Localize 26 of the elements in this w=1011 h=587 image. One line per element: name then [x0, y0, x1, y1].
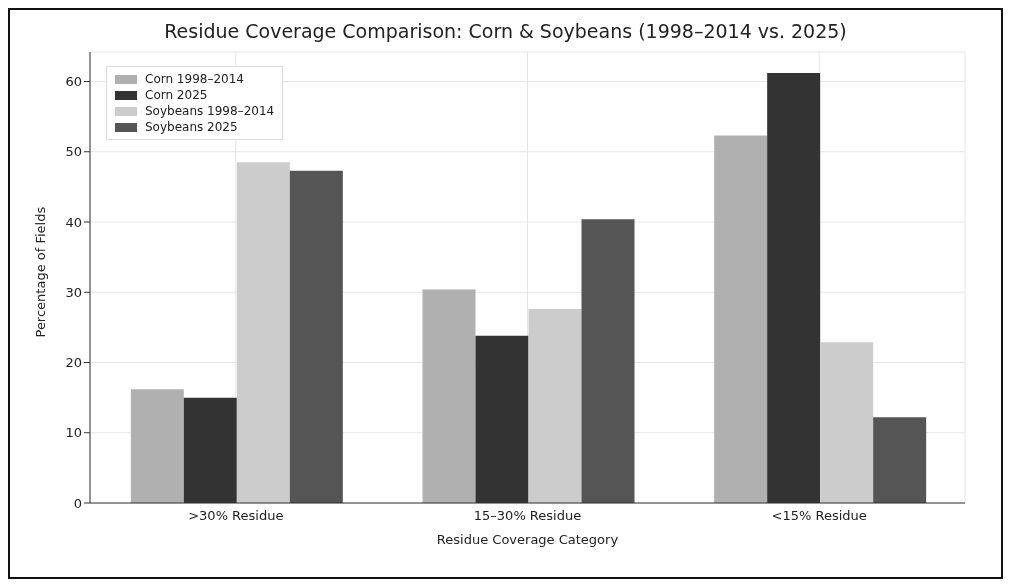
y-tick-label: 60: [65, 74, 82, 90]
bar: [820, 342, 874, 503]
y-tick-label: 0: [73, 495, 82, 511]
y-tick-label: 10: [65, 425, 82, 441]
x-tick-label: <15% Residue: [771, 508, 867, 524]
y-axis-title: Percentage of Fields: [32, 206, 48, 338]
legend-label: Soybeans 1998–2014: [145, 103, 275, 119]
bar: [714, 135, 768, 503]
x-tick-label: >30% Residue: [188, 508, 284, 524]
bar: [236, 162, 290, 503]
bar: [528, 309, 582, 503]
bar: [130, 389, 184, 503]
legend-label: Soybeans 2025: [145, 119, 238, 135]
chart-title: Residue Coverage Comparison: Corn & Soybeans (1998–2014 vs. 2025): [163, 20, 848, 42]
bar: [581, 219, 635, 503]
y-tick-label: 50: [65, 144, 82, 160]
y-tick-label: 40: [65, 214, 82, 230]
legend-label: Corn 1998–2014: [145, 71, 244, 87]
x-tick-label: 15–30% Residue: [473, 508, 582, 524]
y-tick-label: 20: [65, 355, 82, 371]
y-tick-label: 30: [65, 284, 82, 300]
bar: [422, 289, 476, 503]
x-axis-title: Residue Coverage Category: [436, 532, 619, 548]
legend-label: Corn 2025: [145, 87, 208, 103]
bar: [289, 170, 343, 503]
bar: [873, 417, 927, 503]
